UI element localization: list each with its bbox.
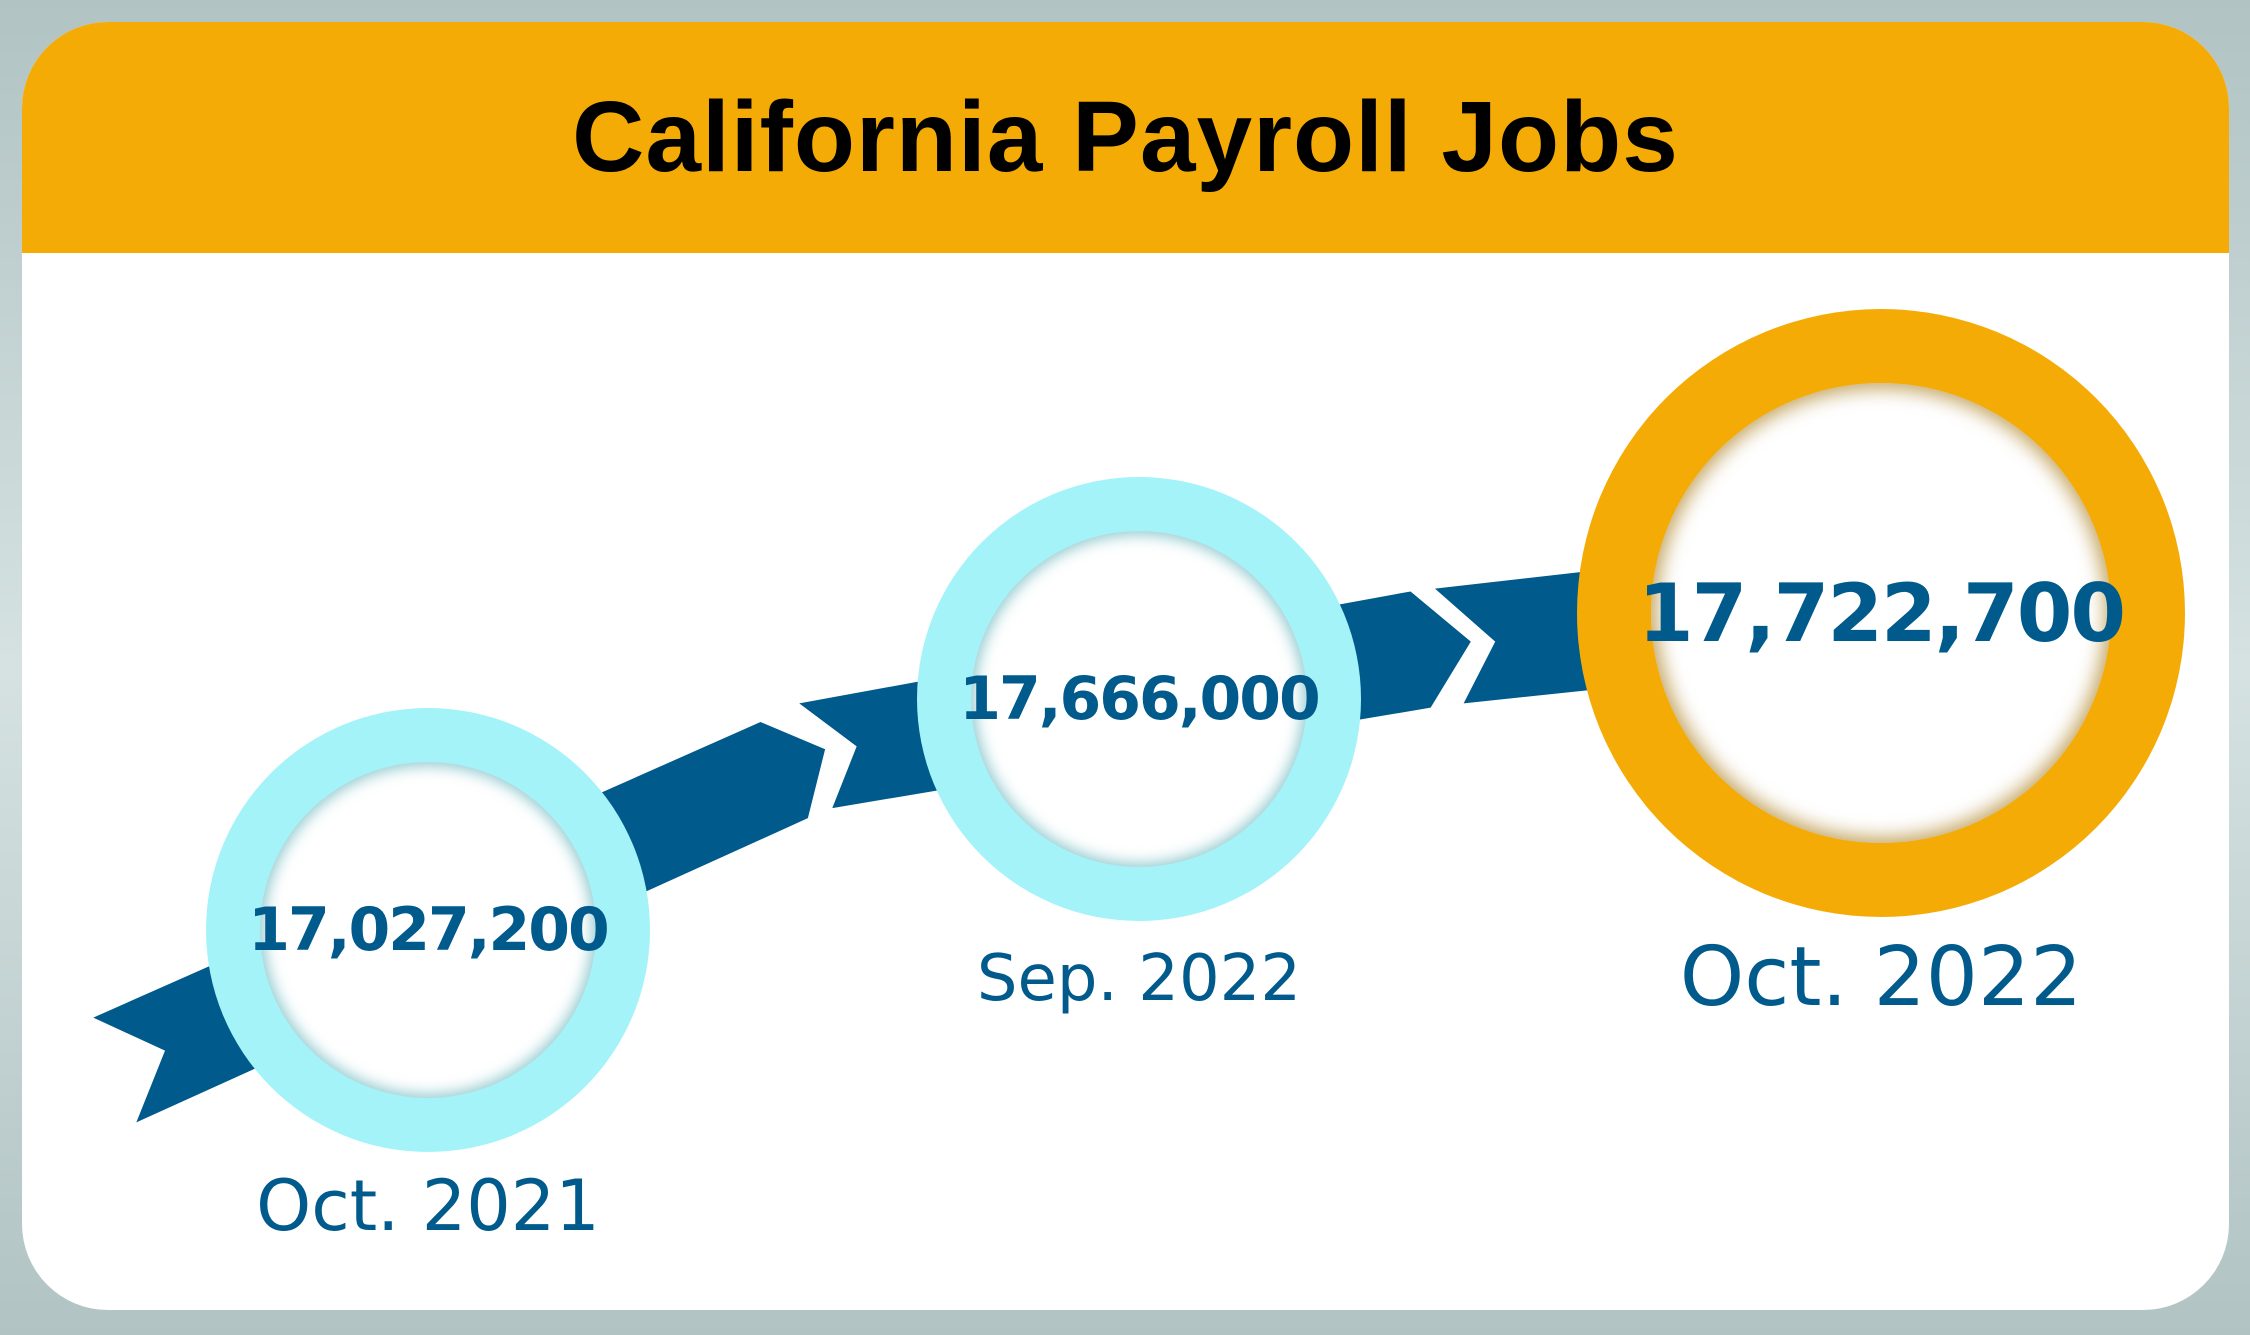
label-oct-2021: Oct. 2021 (256, 1165, 600, 1247)
ring-oct-2022: 17,722,700 (1577, 309, 2185, 917)
value-oct-2021: 17,027,200 (248, 895, 610, 965)
ring-oct-2021: 17,027,200 (206, 708, 650, 1152)
value-oct-2022: 17,722,700 (1637, 566, 2126, 660)
label-sep-2022: Sep. 2022 (976, 942, 1302, 1016)
arrow-segment-3 (1434, 569, 1600, 704)
value-sep-2022: 17,666,000 (959, 664, 1321, 734)
header-bar: California Payroll Jobs (22, 22, 2229, 253)
label-oct-2022: Oct. 2022 (1679, 930, 2083, 1025)
page-title: California Payroll Jobs (572, 81, 1679, 193)
ring-sep-2022: 17,666,000 (917, 477, 1361, 921)
